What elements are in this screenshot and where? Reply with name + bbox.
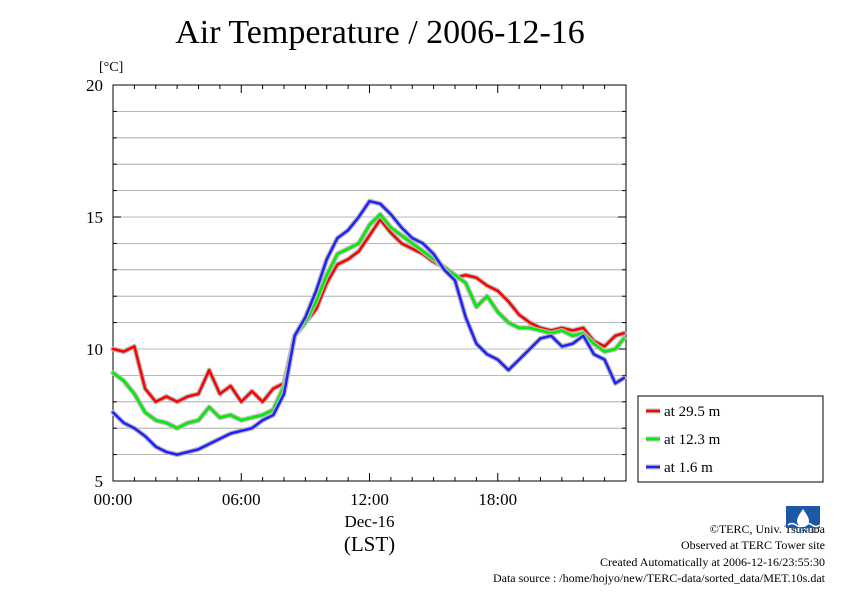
x-tick-label: 18:00 — [478, 490, 517, 509]
observed-text: Observed at TERC Tower site — [680, 538, 825, 552]
y-tick-label: 15 — [86, 208, 103, 227]
chart-title: Air Temperature / 2006-12-16 — [175, 14, 585, 51]
x-tick-label: 00:00 — [94, 490, 133, 509]
logo-label: T E R C — [792, 528, 818, 535]
y-tick-label: 20 — [86, 76, 103, 95]
legend-box — [637, 395, 824, 483]
x-date-label: Dec-16 — [344, 512, 394, 531]
series-line-3 — [111, 199, 626, 456]
y-unit-label: [°C] — [99, 60, 123, 75]
series-halo — [110, 217, 627, 405]
legend-label: at 12.3 m — [664, 432, 721, 448]
x-tick-label: 12:00 — [350, 490, 389, 509]
series-line-1 — [111, 218, 626, 404]
y-tick-label: 5 — [95, 472, 104, 491]
created-text: Created Automatically at 2006-12-16/23:5… — [600, 555, 825, 569]
x-axis-label: (LST) — [344, 532, 395, 556]
terc-logo-icon — [786, 506, 820, 528]
legend-label: at 1.6 m — [664, 460, 713, 476]
data-source-text: Data source : /home/hojyo/new/TERC-data/… — [492, 571, 825, 585]
series-line-2 — [111, 213, 626, 430]
legend-label: at 29.5 m — [664, 404, 721, 420]
y-tick-label: 10 — [86, 340, 103, 359]
x-tick-label: 06:00 — [222, 490, 261, 509]
